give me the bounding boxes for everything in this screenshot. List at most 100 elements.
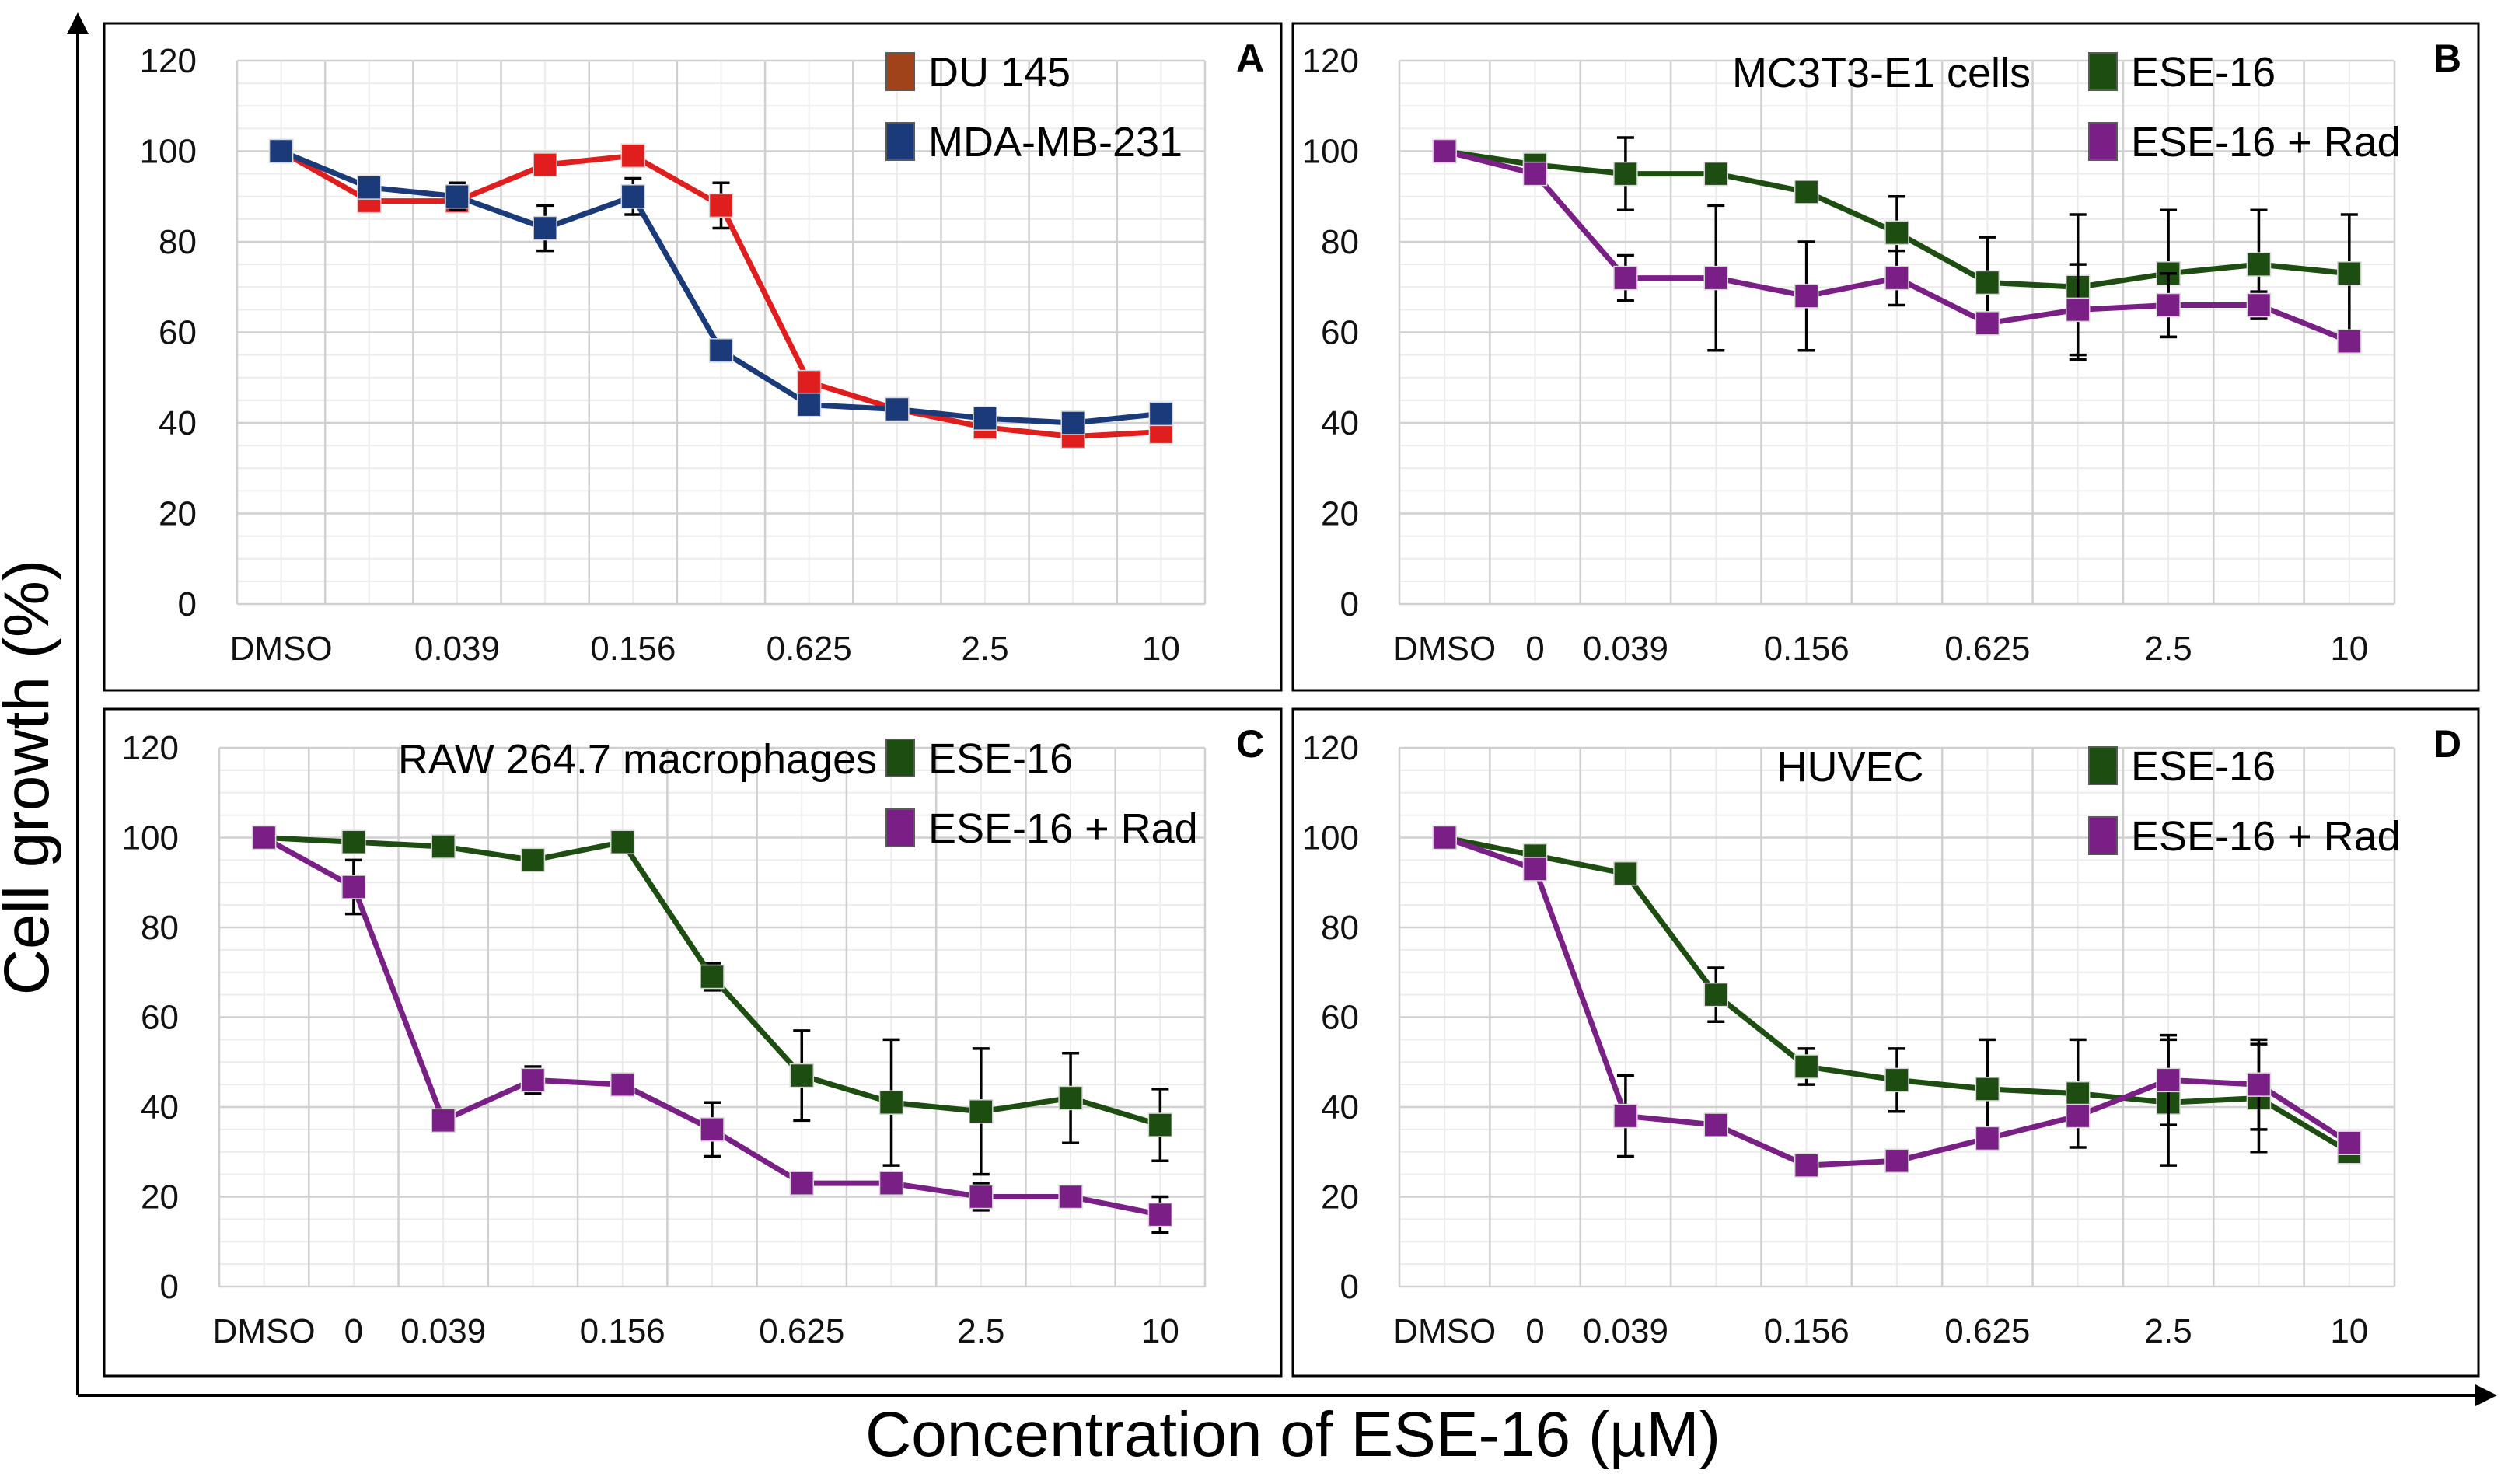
y-tick-label: 60 [1321, 999, 1359, 1037]
x-tick-label: 2.5 [2145, 630, 2192, 668]
data-point [2337, 261, 2362, 286]
data-point [2156, 1067, 2181, 1093]
data-point [1148, 401, 1174, 427]
data-point [2065, 297, 2091, 323]
x-tick-label: 2.5 [957, 1312, 1004, 1350]
data-point [445, 184, 470, 209]
x-tick-label: DMSO [1393, 1312, 1496, 1350]
x-tick-label: 0.625 [1944, 630, 2030, 668]
y-tick-label: 0 [178, 585, 197, 623]
legend-label: DU 145 [928, 49, 1071, 96]
series-mda-mb-231 [268, 138, 1174, 435]
y-tick-label: 120 [1302, 42, 1359, 80]
panel-frame [1291, 707, 2480, 1378]
data-point [620, 143, 646, 169]
data-point [2156, 292, 2181, 318]
x-tick-label: 0.625 [1944, 1312, 2030, 1350]
y-tick-label: 80 [1321, 223, 1359, 261]
data-point [1703, 982, 1729, 1007]
x-tick-label: 0 [344, 1312, 363, 1350]
data-point [700, 964, 725, 990]
y-tick-label: 80 [1321, 909, 1359, 947]
data-point [1703, 1112, 1729, 1137]
legend-label: ESE-16 [2131, 743, 2276, 790]
data-point [1613, 1103, 1638, 1129]
data-point [1613, 265, 1638, 291]
data-point [533, 152, 557, 177]
data-point [2065, 1103, 2091, 1129]
y-tick-label: 120 [1302, 729, 1359, 767]
panel-letter: C [1236, 722, 1264, 766]
data-point [700, 1117, 725, 1142]
data-point [789, 1063, 815, 1088]
data-point [1975, 1126, 2000, 1151]
x-tick-label: 0.039 [400, 1312, 486, 1350]
data-point [1884, 220, 1909, 246]
data-point [1794, 1153, 1819, 1178]
y-tick-label: 40 [159, 404, 197, 442]
y-tick-label: 80 [159, 223, 197, 261]
y-tick-labels: 0 20 40 60 80 100 120 [122, 729, 179, 1306]
y-tick-label: 40 [1321, 1088, 1359, 1126]
major-grid [236, 59, 1207, 606]
markers [251, 825, 1173, 1227]
markers [268, 138, 1174, 435]
x-tick-label: 10 [2330, 630, 2368, 668]
data-point [1975, 1077, 2000, 1102]
legend: ESE-16 ESE-16 + Rad [885, 735, 1198, 852]
data-point [1794, 1054, 1819, 1079]
y-tick-label: 80 [141, 909, 179, 947]
data-point [2246, 1072, 2272, 1097]
data-point [610, 829, 635, 855]
data-point [1794, 180, 1819, 204]
series-ese-16-rad [251, 825, 1173, 1234]
x-tick-label: 0.039 [1583, 630, 1668, 668]
data-point [610, 1072, 635, 1097]
panel-title: HUVEC [1776, 744, 1923, 791]
data-point [796, 392, 822, 417]
data-point [1058, 1085, 1083, 1111]
data-point [973, 406, 997, 431]
y-axis-label: Cell growth (%) [0, 560, 62, 995]
y-tick-label: 120 [140, 42, 197, 80]
x-tick-labels: DMSO 0.039 0.156 0.625 2.5 10 [230, 630, 1180, 668]
data-point [431, 1108, 456, 1133]
data-point [1060, 410, 1085, 435]
panel-title: MC3T3-E1 cells [1732, 50, 2031, 96]
data-point [251, 825, 277, 850]
legend-label: ESE-16 + Rad [2131, 119, 2401, 166]
legend: DU 145 MDA-MB-231 [885, 49, 1182, 166]
y-tick-labels: 0 20 40 60 80 100 120 [1302, 729, 1359, 1306]
data-point [1432, 825, 1457, 850]
data-point [969, 1099, 994, 1124]
data-point [1794, 284, 1819, 309]
panel-letter: D [2433, 722, 2461, 766]
x-axis-label: Concentration of ESE-16 (µM) [865, 1399, 1720, 1470]
y-tick-label: 100 [122, 819, 179, 857]
data-point [789, 1171, 815, 1196]
y-tick-label: 120 [122, 729, 179, 767]
data-point [357, 175, 382, 200]
legend-label: ESE-16 [2131, 49, 2276, 96]
panel-letter: A [1236, 37, 1264, 80]
legend-swatch [2088, 122, 2118, 161]
chart-panel-c: 0 20 40 60 80 100 120 DMSO 0 0.039 0.156 0.625 2.5 10… [103, 707, 1283, 1378]
x-tick-label: 10 [1141, 1312, 1179, 1350]
y-tick-label: 20 [159, 495, 197, 533]
data-point [1613, 161, 1638, 187]
panel-letter: B [2433, 37, 2461, 80]
data-point [1147, 1112, 1173, 1137]
legend-label: ESE-16 + Rad [928, 805, 1198, 852]
y-tick-label: 0 [1340, 585, 1359, 623]
y-tick-label: 100 [140, 133, 197, 171]
markers [1432, 825, 2362, 1178]
data-point [1058, 1184, 1083, 1210]
data-point [2246, 252, 2272, 277]
y-tick-label: 60 [1321, 314, 1359, 352]
x-tick-label: 0.039 [1583, 1312, 1668, 1350]
data-point [1884, 1148, 1909, 1174]
data-point [885, 396, 910, 422]
x-tick-label: 0.625 [767, 630, 852, 668]
legend-swatch [2088, 52, 2118, 91]
